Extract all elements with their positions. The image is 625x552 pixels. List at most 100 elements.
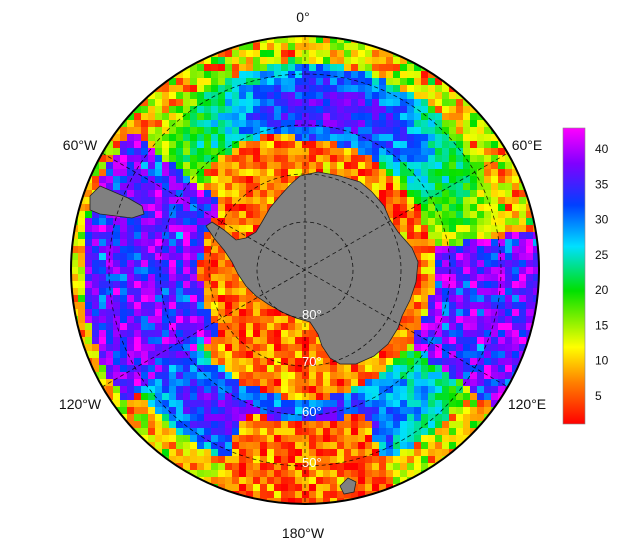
field-cell	[85, 302, 93, 310]
field-cell	[477, 386, 485, 394]
field-cell	[148, 113, 156, 121]
field-cell	[442, 386, 450, 394]
field-cell	[85, 288, 93, 296]
field-cell	[519, 309, 527, 317]
field-cell	[169, 365, 177, 373]
field-cell	[253, 386, 261, 394]
field-cell	[379, 57, 387, 65]
field-cell	[288, 463, 296, 471]
field-cell	[435, 246, 443, 254]
field-cell	[463, 190, 471, 198]
field-cell	[316, 477, 324, 485]
field-cell	[176, 316, 184, 324]
field-cell	[211, 169, 219, 177]
field-cell	[491, 309, 499, 317]
field-cell	[288, 155, 296, 163]
field-cell	[421, 253, 429, 261]
field-cell	[204, 169, 212, 177]
field-cell	[456, 344, 464, 352]
field-cell	[330, 498, 338, 504]
field-cell	[78, 316, 86, 324]
field-cell	[162, 428, 170, 436]
field-cell	[260, 477, 268, 485]
field-cell	[148, 358, 156, 366]
field-cell	[134, 316, 142, 324]
field-cell	[470, 120, 478, 128]
field-cell	[225, 393, 233, 401]
field-cell	[267, 120, 275, 128]
field-cell	[449, 344, 457, 352]
field-cell	[134, 239, 142, 247]
field-cell	[253, 414, 261, 422]
field-cell	[295, 64, 303, 72]
field-cell	[169, 414, 177, 422]
field-cell	[344, 470, 352, 478]
field-cell	[190, 190, 198, 198]
field-cell	[302, 323, 310, 331]
field-cell	[176, 260, 184, 268]
field-cell	[218, 253, 226, 261]
field-cell	[190, 267, 198, 275]
field-cell	[246, 148, 254, 156]
field-cell	[176, 169, 184, 177]
field-cell	[253, 379, 261, 387]
field-cell	[162, 323, 170, 331]
field-cell	[218, 344, 226, 352]
field-cell	[232, 211, 240, 219]
field-cell	[127, 358, 135, 366]
field-cell	[330, 36, 338, 44]
field-cell	[218, 260, 226, 268]
field-cell	[358, 106, 366, 114]
field-cell	[218, 470, 226, 478]
field-cell	[323, 386, 331, 394]
field-cell	[323, 148, 331, 156]
field-cell	[435, 267, 443, 275]
field-cell	[288, 85, 296, 93]
field-cell	[169, 162, 177, 170]
field-cell	[498, 260, 506, 268]
field-cell	[442, 323, 450, 331]
field-cell	[190, 106, 198, 114]
field-cell	[407, 127, 415, 135]
field-cell	[400, 127, 408, 135]
field-cell	[421, 463, 429, 471]
field-cell	[141, 232, 149, 240]
field-cell	[302, 99, 310, 107]
field-cell	[169, 218, 177, 226]
field-cell	[85, 225, 93, 233]
field-cell	[127, 190, 135, 198]
field-cell	[246, 141, 254, 149]
field-cell	[239, 400, 247, 408]
field-cell	[260, 155, 268, 163]
field-cell	[204, 197, 212, 205]
field-cell	[274, 344, 282, 352]
field-cell	[211, 295, 219, 303]
field-cell	[309, 148, 317, 156]
field-cell	[218, 372, 226, 380]
field-cell	[519, 295, 527, 303]
field-cell	[435, 351, 443, 359]
field-cell	[267, 435, 275, 443]
field-cell	[344, 407, 352, 415]
field-cell	[197, 232, 205, 240]
field-cell	[407, 330, 415, 338]
field-cell	[169, 99, 177, 107]
field-cell	[435, 183, 443, 191]
lon-label-180w: 180°W	[282, 525, 325, 541]
field-cell	[421, 309, 429, 317]
field-cell	[316, 113, 324, 121]
field-cell	[428, 316, 436, 324]
field-cell	[463, 204, 471, 212]
field-cell	[344, 134, 352, 142]
field-cell	[169, 442, 177, 450]
field-cell	[99, 253, 107, 261]
field-cell	[414, 309, 422, 317]
field-cell	[414, 197, 422, 205]
field-cell	[393, 218, 401, 226]
field-cell	[414, 225, 422, 233]
field-cell	[470, 295, 478, 303]
field-cell	[428, 92, 436, 100]
field-cell	[218, 386, 226, 394]
field-cell	[239, 323, 247, 331]
